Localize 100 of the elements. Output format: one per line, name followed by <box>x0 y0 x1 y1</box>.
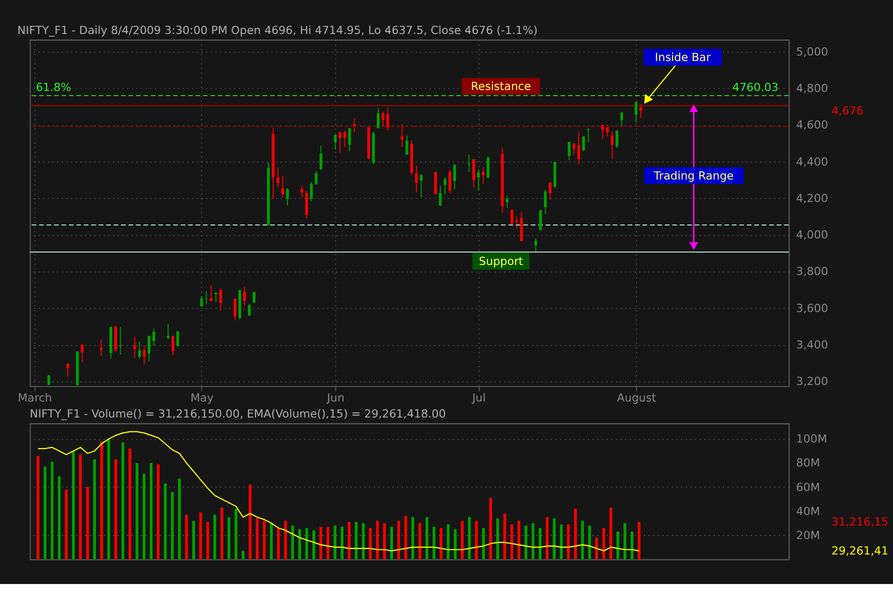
y-tick-label: 4,400 <box>796 155 828 168</box>
y-tick-label: 80M <box>796 456 820 470</box>
bar <box>638 522 640 560</box>
annotation: 4760.03 <box>732 80 778 94</box>
y-tick-label: 4,200 <box>796 192 828 205</box>
bar <box>475 520 478 560</box>
candlestick <box>66 362 70 377</box>
y-tick-label: 4,000 <box>796 228 828 242</box>
bar <box>376 520 379 560</box>
bar <box>581 520 584 560</box>
candlestick <box>338 132 342 154</box>
y-tick-label: 4,800 <box>796 82 828 95</box>
candlestick <box>47 376 50 385</box>
candlestick <box>152 328 156 346</box>
candlestick <box>434 171 437 194</box>
candlestick <box>438 185 442 206</box>
candlestick <box>234 298 236 321</box>
y-tick-label: 60M <box>796 480 820 494</box>
bar <box>93 459 96 560</box>
bar <box>100 441 104 560</box>
candlestick <box>444 177 446 196</box>
candlestick <box>219 288 222 312</box>
chart-title: NIFTY_F1 - Daily 8/4/2009 3:30:00 PM Open 4696, Hi 4714.95, Lo 4637.5, Close 4676 (-1.1%) <box>17 24 538 38</box>
bar <box>44 466 46 560</box>
bar <box>489 498 492 560</box>
bar <box>228 517 230 560</box>
candlestick <box>305 190 308 219</box>
bar <box>574 508 577 560</box>
bar <box>440 528 442 560</box>
bar <box>538 528 542 560</box>
bar <box>142 474 146 560</box>
candlestick <box>252 291 256 304</box>
bar <box>150 463 153 560</box>
y-tick-label: 3,800 <box>796 265 828 278</box>
candlestick <box>634 102 638 123</box>
candlestick <box>248 303 251 316</box>
candlestick <box>415 165 418 193</box>
bar <box>262 520 266 560</box>
bar <box>291 526 294 560</box>
candlestick <box>310 182 313 202</box>
bar <box>482 528 485 560</box>
candlestick <box>386 107 390 132</box>
candlestick <box>620 111 624 128</box>
candlestick <box>352 118 356 133</box>
candlestick <box>320 144 322 171</box>
annotation: Inside Bar <box>654 50 712 64</box>
bar <box>248 484 252 560</box>
candlestick <box>343 130 346 148</box>
candlestick <box>176 330 180 348</box>
bar <box>277 528 280 560</box>
bar <box>326 526 330 560</box>
bar <box>136 463 138 560</box>
candlestick <box>420 174 423 198</box>
bar <box>319 526 322 560</box>
candlestick <box>243 286 246 306</box>
candlestick <box>80 344 84 363</box>
bar <box>624 523 626 560</box>
candlestick <box>510 209 514 226</box>
bar <box>79 454 82 560</box>
bar <box>426 517 428 560</box>
bar <box>86 487 89 560</box>
candlestick <box>601 124 604 140</box>
x-tick-label: Jun <box>326 391 344 404</box>
candlestick <box>286 188 289 206</box>
bar <box>397 520 400 560</box>
bar <box>298 529 302 560</box>
bar <box>185 514 188 560</box>
candlestick <box>568 140 571 161</box>
bar <box>270 523 273 560</box>
bar <box>36 456 40 560</box>
y-tick-label: 100M <box>796 432 828 446</box>
candlestick <box>348 128 351 152</box>
annotation: Resistance <box>470 80 532 93</box>
bar <box>340 526 344 560</box>
x-tick-label: May <box>190 391 214 404</box>
bar <box>418 523 422 560</box>
candlestick <box>166 323 170 340</box>
y-tick-label: 3,400 <box>796 338 828 352</box>
candlestick <box>572 142 576 156</box>
annotation: Trading Range <box>652 169 734 182</box>
candlestick <box>138 341 141 360</box>
bar <box>432 526 436 560</box>
bar <box>192 520 195 560</box>
candlestick <box>119 326 122 355</box>
candlestick <box>300 185 304 198</box>
candlestick <box>400 124 404 148</box>
candlestick <box>148 335 150 362</box>
annotation: Support <box>478 254 524 268</box>
candlestick <box>548 182 552 200</box>
candlestick <box>382 111 384 127</box>
candlestick <box>616 130 618 148</box>
bar <box>50 462 54 560</box>
annotation: 61.8% <box>36 80 72 94</box>
y-tick-label: 20M <box>796 528 820 542</box>
bar <box>199 512 202 560</box>
bar <box>383 523 386 560</box>
bar <box>334 526 336 560</box>
bar <box>178 478 181 560</box>
y-tick-label: 4,600 <box>796 118 828 132</box>
bar <box>368 528 372 560</box>
